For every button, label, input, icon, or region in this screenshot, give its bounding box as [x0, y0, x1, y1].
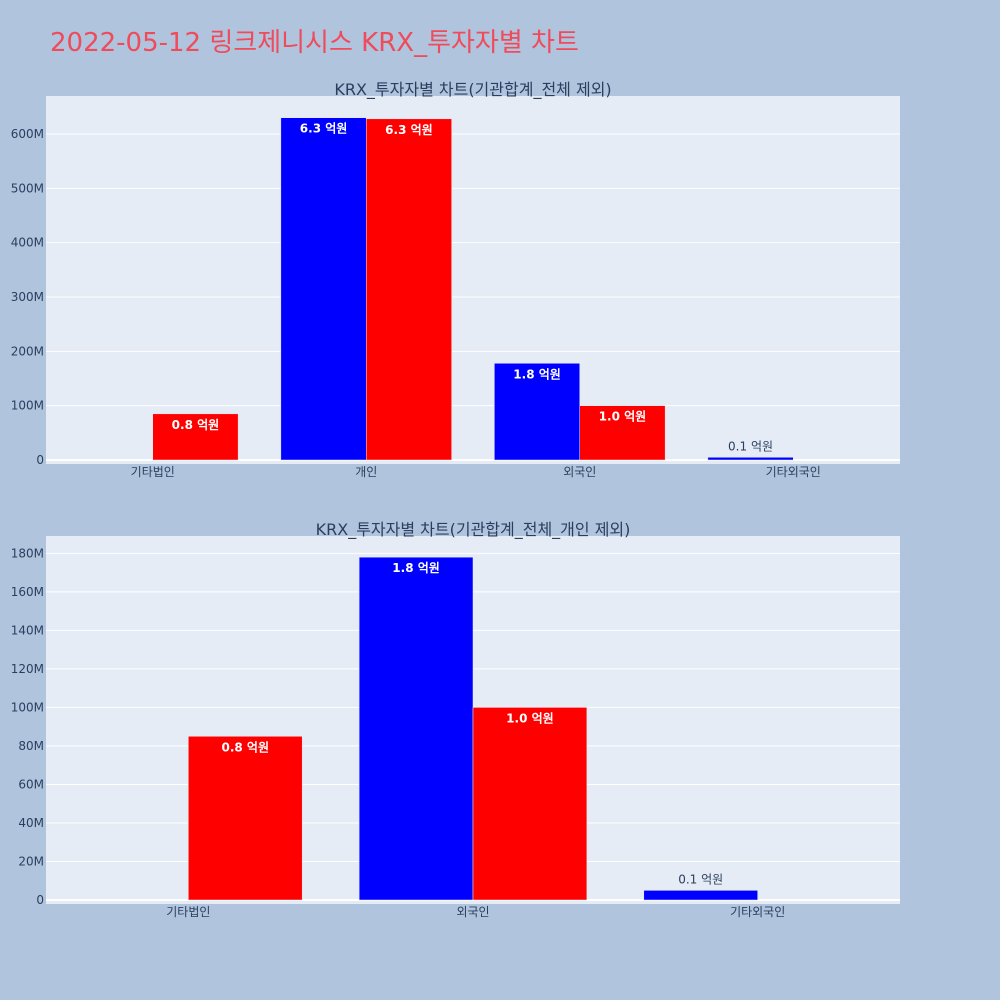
y-tick-label: 20M: [18, 854, 44, 868]
y-tick-label: 100M: [11, 399, 44, 413]
data-label: 0.1 억원: [728, 439, 773, 453]
y-tick-label: 0: [36, 893, 44, 907]
y-tick-label: 60M: [18, 777, 44, 791]
chart-2: 0 20M 40M 60M 80M 100M 120M 140M 160M 180M KRX_투자자…: [11, 520, 900, 919]
y-tick-label: 80M: [18, 739, 44, 753]
x-tick-label: 외국인: [563, 465, 596, 479]
page-title: 2022-05-12 링크제니시스 KRX_투자자별 차트: [50, 28, 579, 58]
y-tick-label: 200M: [11, 344, 44, 358]
x-tick-label: 기타외국인: [730, 905, 785, 919]
x-tick-label: 기타법인: [131, 465, 175, 479]
y-tick-label: 160M: [11, 585, 44, 599]
x-tick-label: 기타외국인: [766, 465, 821, 479]
bar: [358, 556, 474, 901]
bar: [366, 118, 452, 461]
y-tick-label: 400M: [11, 236, 44, 250]
x-tick-label: 기타법인: [166, 905, 210, 919]
y-tick-label: 100M: [11, 700, 44, 714]
y-tick-label: 500M: [11, 181, 44, 195]
chart-title: KRX_투자자별 차트(기관합계_전체_개인 제외): [316, 520, 631, 540]
x-tick-label: 개인: [355, 465, 377, 479]
data-label: 6.3 억원: [385, 123, 433, 137]
data-label: 6.3 억원: [300, 122, 348, 136]
x-tick-label: 외국인: [456, 905, 489, 919]
bar: [188, 736, 303, 901]
data-label: 1.0 억원: [506, 711, 554, 725]
y-tick-label: 600M: [11, 127, 44, 141]
data-label: 0.8 억원: [222, 740, 270, 754]
y-tick-label: 120M: [11, 662, 44, 676]
bar: [494, 363, 581, 461]
data-label: 0.1 억원: [678, 872, 723, 886]
data-label: 1.8 억원: [513, 367, 561, 381]
y-tick-label: 300M: [11, 290, 44, 304]
bar: [643, 890, 758, 901]
chart-title: KRX_투자자별 차트(기관합계_전체 제외): [334, 80, 611, 100]
plot-background: [46, 96, 900, 464]
y-tick-label: 0: [36, 453, 44, 467]
bar: [707, 457, 794, 461]
data-label: 1.8 억원: [392, 561, 440, 575]
bar: [280, 117, 367, 461]
y-tick-label: 40M: [18, 816, 44, 830]
bar: [152, 413, 239, 461]
bar: [579, 405, 666, 461]
data-label: 1.0 억원: [599, 410, 647, 424]
data-label: 0.8 억원: [172, 418, 220, 432]
y-tick-label: 140M: [11, 623, 44, 637]
y-tick-label: 180M: [11, 546, 44, 560]
bar: [472, 707, 588, 901]
chart-1: 0 100M 200M 300M 400M 500M 600M KRX_투자자별 차트(기관합…: [11, 80, 900, 479]
